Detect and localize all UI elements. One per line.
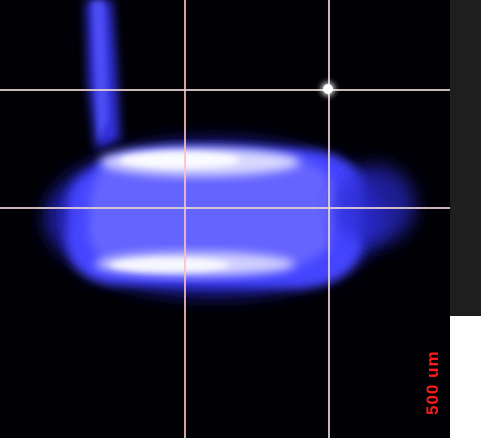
- crosshair-horizontal-line-top: [0, 89, 450, 91]
- scale-bar-label: 500 um: [423, 350, 442, 415]
- fluorescent-specimen: [45, 0, 415, 296]
- crosshair-horizontal-line-bottom: [0, 207, 450, 209]
- crosshair-marker-point: [323, 84, 333, 94]
- microscope-viewport: 500 um: [0, 0, 450, 438]
- scale-bar: [450, 316, 481, 438]
- crosshair-vertical-line-right: [328, 0, 330, 438]
- crosshair-vertical-line-left: [184, 0, 186, 438]
